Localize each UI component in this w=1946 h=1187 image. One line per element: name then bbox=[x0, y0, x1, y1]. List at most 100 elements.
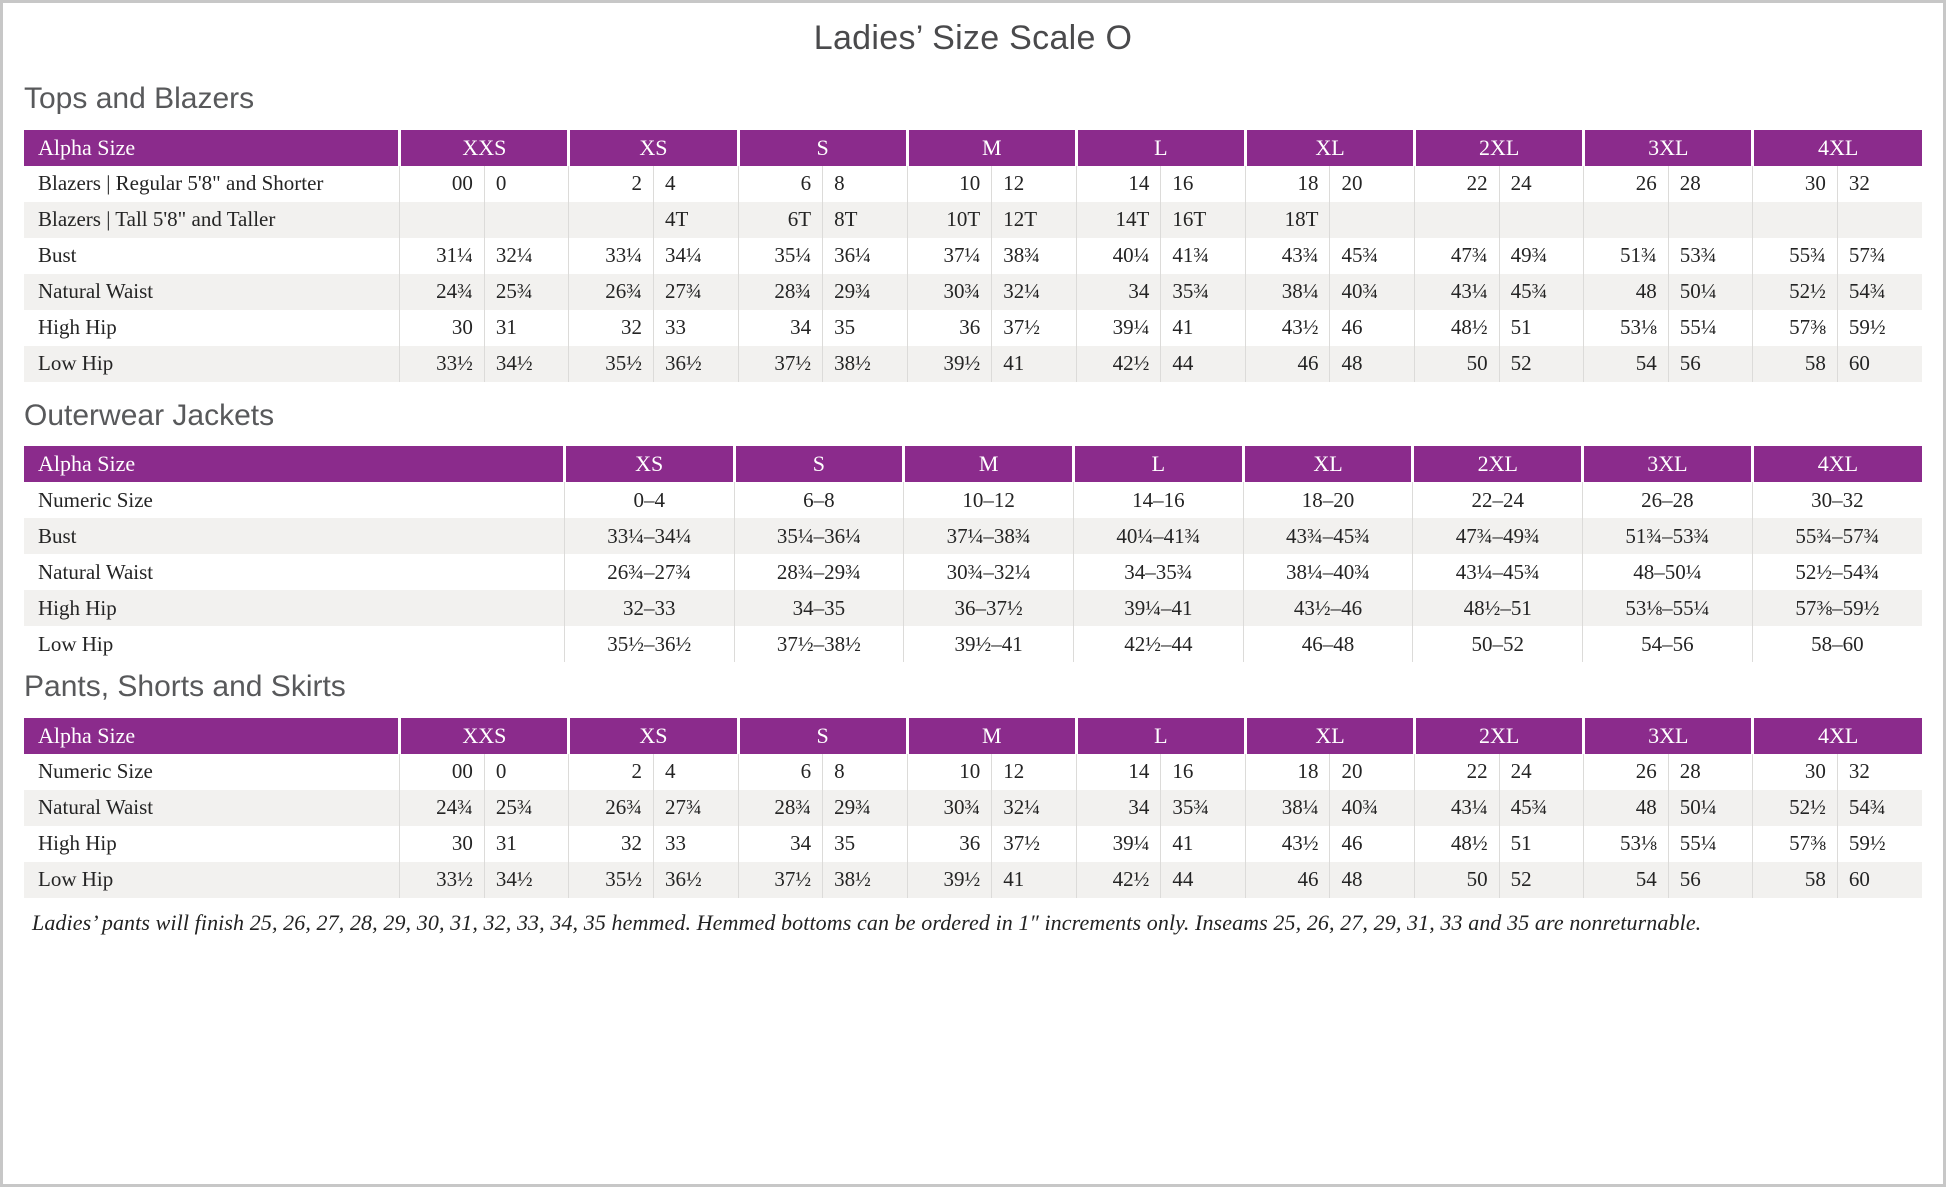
size-value-cell: 39½ bbox=[906, 345, 992, 382]
size-column-header: M bbox=[905, 129, 1077, 166]
header-row: Alpha Size XXS XS S M L XL 2XL 3XL 4XL bbox=[24, 717, 1922, 754]
size-value-cell: 34–35¾ bbox=[1072, 554, 1244, 590]
size-column-header: 2XL bbox=[1413, 129, 1584, 166]
size-value-cell: 46 bbox=[1244, 861, 1330, 898]
size-value-cell: 29¾ bbox=[822, 273, 908, 310]
size-value-cell: 52½ bbox=[1752, 789, 1838, 826]
size-value-cell: 39¼ bbox=[1075, 825, 1161, 862]
size-column-header: 4XL bbox=[1750, 446, 1922, 482]
size-value-cell: 45¾ bbox=[1498, 273, 1584, 310]
size-value-cell: 42½ bbox=[1075, 861, 1161, 898]
size-value-cell: 43½ bbox=[1244, 825, 1330, 862]
size-value-cell: 48 bbox=[1583, 789, 1669, 826]
size-value-cell: 54 bbox=[1583, 345, 1669, 382]
size-column-header: S bbox=[736, 717, 908, 754]
size-value-cell: 14–16 bbox=[1072, 482, 1244, 518]
size-column-header: L bbox=[1074, 129, 1246, 166]
size-value-cell: 35 bbox=[822, 309, 908, 346]
size-value-cell: 30 bbox=[399, 309, 485, 346]
size-value-cell: 33¼–34¼ bbox=[563, 518, 735, 554]
pants-shorts-and-skirts-table: Alpha Size XXS XS S M L XL 2XL 3XL 4XL Numeric Siz… bbox=[24, 717, 1922, 898]
size-column-header: XXS bbox=[398, 717, 569, 754]
size-value-cell: 58 bbox=[1752, 345, 1838, 382]
size-column-header: 3XL bbox=[1582, 717, 1753, 754]
size-value-cell: 16 bbox=[1160, 753, 1246, 790]
row-label: High Hip bbox=[38, 595, 117, 620]
size-value-cell: 16T bbox=[1160, 201, 1246, 238]
section-pants-shorts-and-skirts: Pants, Shorts and Skirts Alpha Size XXS XS… bbox=[24, 670, 1922, 898]
size-value-cell: 52 bbox=[1498, 861, 1584, 898]
row-label: Blazers | Tall 5'8" and Taller bbox=[38, 207, 276, 231]
table-row: High Hip 32–33 34–35 36–37½ 39¼–41 43½–46 48½–… bbox=[24, 590, 1922, 626]
size-value-cell: 38½ bbox=[822, 345, 908, 382]
size-value-cell: 31 bbox=[483, 309, 569, 346]
size-value-cell: 50 bbox=[1414, 345, 1500, 382]
size-value-cell: 33½ bbox=[399, 861, 485, 898]
size-value-cell: 46 bbox=[1244, 345, 1330, 382]
size-value-cell: 41 bbox=[991, 861, 1077, 898]
size-value-cell: 32 bbox=[568, 309, 654, 346]
size-value-cell: 40¾ bbox=[1329, 273, 1415, 310]
size-value-cell: 51 bbox=[1498, 309, 1584, 346]
size-value-cell: 53⅛ bbox=[1583, 309, 1669, 346]
size-value-cell bbox=[568, 201, 654, 238]
size-column-header: 4XL bbox=[1751, 129, 1922, 166]
size-column-header: XS bbox=[567, 717, 739, 754]
table-row: Natural Waist 26¾–27¾ 28¾–29¾ 30¾–32¼ 34–35¾… bbox=[24, 554, 1922, 590]
size-value-cell: 37¼ bbox=[906, 237, 992, 274]
size-value-cell: 35 bbox=[822, 825, 908, 862]
table-row: Bust 33¼–34¼ 35¼–36¼ 37¼–38¾ 40¼–41¾ 43¾–45¾ 4… bbox=[24, 518, 1922, 554]
alpha-size-header: Alpha Size bbox=[24, 129, 400, 166]
size-value-cell: 34 bbox=[737, 825, 823, 862]
size-value-cell: 30 bbox=[1752, 165, 1838, 202]
size-value-cell: 00 bbox=[399, 165, 485, 202]
size-value-cell: 32¼ bbox=[483, 237, 569, 274]
size-column-header: 3XL bbox=[1581, 446, 1753, 482]
size-value-cell: 8T bbox=[822, 201, 908, 238]
size-value-cell: 33½ bbox=[399, 345, 485, 382]
size-value-cell: 30¾–32¼ bbox=[903, 554, 1074, 590]
row-label: High Hip bbox=[38, 315, 117, 339]
size-value-cell: 10 bbox=[906, 165, 992, 202]
size-value-cell: 35½ bbox=[568, 345, 654, 382]
size-value-cell: 14 bbox=[1075, 165, 1161, 202]
header-row: Alpha Size XXS XS S M L XL 2XL 3XL 4XL bbox=[24, 129, 1922, 166]
size-value-cell: 30 bbox=[1752, 753, 1838, 790]
size-value-cell: 36¼ bbox=[822, 237, 908, 274]
size-value-cell: 22–24 bbox=[1412, 482, 1583, 518]
size-column-header: 2XL bbox=[1411, 446, 1583, 482]
size-value-cell: 14T bbox=[1075, 201, 1161, 238]
size-value-cell bbox=[483, 201, 569, 238]
size-value-cell: 43¼ bbox=[1414, 273, 1500, 310]
size-value-cell: 36 bbox=[906, 825, 992, 862]
header-row: Alpha Size XS S M L XL 2XL 3XL 4XL bbox=[24, 446, 1922, 482]
size-value-cell: 51¾–53¾ bbox=[1582, 518, 1753, 554]
size-value-cell: 51 bbox=[1498, 825, 1584, 862]
size-value-cell: 25¾ bbox=[483, 273, 569, 310]
size-value-cell: 37¼–38¾ bbox=[903, 518, 1074, 554]
size-value-cell: 48½ bbox=[1414, 309, 1500, 346]
alpha-size-header: Alpha Size bbox=[24, 446, 565, 482]
size-value-cell: 58 bbox=[1752, 861, 1838, 898]
size-value-cell: 12 bbox=[991, 753, 1077, 790]
size-value-cell: 57⅜ bbox=[1752, 825, 1838, 862]
size-value-cell: 43½–46 bbox=[1242, 590, 1413, 626]
size-column-header: M bbox=[905, 717, 1077, 754]
table-row: Bust 31¼ 32¼ 33¼ 34¼ 35¼ 36¼ 37¼ 38¾ 40¼ 41¾ 43¾ 45¾… bbox=[24, 237, 1922, 274]
size-value-cell: 2 bbox=[568, 753, 654, 790]
size-value-cell: 55¼ bbox=[1667, 309, 1753, 346]
size-value-cell: 38¼ bbox=[1244, 273, 1330, 310]
size-value-cell: 48½–51 bbox=[1412, 590, 1583, 626]
size-value-cell: 14 bbox=[1075, 753, 1161, 790]
size-value-cell: 48 bbox=[1329, 345, 1415, 382]
size-value-cell: 55¾–57¾ bbox=[1751, 518, 1922, 554]
pants-hemming-footnote: Ladies’ pants will finish 25, 26, 27, 28… bbox=[32, 909, 1702, 935]
size-column-header: XS bbox=[562, 446, 735, 482]
size-value-cell: 12 bbox=[991, 165, 1077, 202]
size-value-cell: 0 bbox=[483, 165, 569, 202]
size-value-cell: 34¼ bbox=[652, 237, 739, 274]
size-value-cell: 45¾ bbox=[1329, 237, 1415, 274]
row-label: High Hip bbox=[38, 831, 117, 855]
size-value-cell: 60 bbox=[1836, 861, 1922, 898]
size-value-cell: 24¾ bbox=[399, 789, 485, 826]
